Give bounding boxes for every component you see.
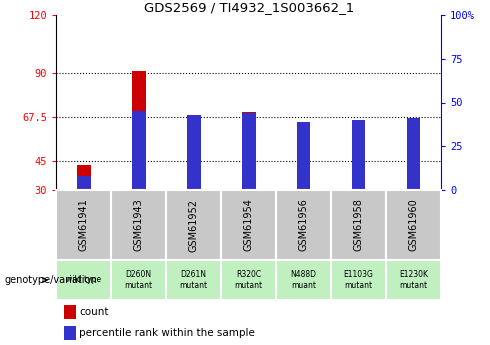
Text: GSM61954: GSM61954	[244, 199, 254, 252]
Bar	[276, 260, 331, 300]
Bar	[77, 165, 91, 190]
Bar	[407, 130, 420, 190]
Bar	[166, 190, 221, 260]
Bar	[111, 260, 166, 300]
Bar	[221, 260, 276, 300]
Text: GSM61943: GSM61943	[134, 199, 144, 252]
Text: percentile rank within the sample: percentile rank within the sample	[79, 328, 255, 338]
Bar	[297, 141, 311, 190]
Bar	[352, 128, 366, 190]
Text: E1230K
mutant: E1230K mutant	[399, 270, 428, 290]
Bar	[407, 118, 420, 190]
Bar	[386, 260, 441, 300]
Bar	[187, 126, 200, 190]
Text: GSM61956: GSM61956	[298, 199, 309, 252]
Text: R320C
mutant: R320C mutant	[235, 270, 263, 290]
Bar	[331, 260, 386, 300]
Bar	[187, 115, 200, 190]
Bar	[64, 326, 75, 339]
Bar	[132, 111, 146, 190]
Bar	[386, 190, 441, 260]
Text: N488D
muant: N488D muant	[291, 270, 317, 290]
Bar	[111, 190, 166, 260]
Text: genotype/variation: genotype/variation	[5, 275, 98, 285]
Text: D261N
mutant: D261N mutant	[180, 270, 208, 290]
Bar	[64, 305, 75, 319]
Bar	[242, 112, 256, 190]
Bar	[242, 113, 256, 190]
Text: D260N
mutant: D260N mutant	[125, 270, 153, 290]
Bar	[221, 190, 276, 260]
Text: E1103G
mutant: E1103G mutant	[343, 270, 373, 290]
Bar	[77, 176, 91, 190]
Title: GDS2569 / TI4932_1S003662_1: GDS2569 / TI4932_1S003662_1	[144, 1, 354, 14]
Text: GSM61958: GSM61958	[354, 199, 364, 252]
Bar	[56, 260, 111, 300]
Text: count: count	[79, 307, 109, 317]
Text: GSM61941: GSM61941	[79, 199, 89, 252]
Bar	[297, 122, 311, 190]
Text: wild type: wild type	[66, 276, 101, 285]
Text: GSM61960: GSM61960	[409, 199, 418, 252]
Bar	[56, 190, 111, 260]
Bar	[166, 260, 221, 300]
Bar	[276, 190, 331, 260]
Text: GSM61952: GSM61952	[189, 198, 199, 252]
Bar	[352, 120, 366, 190]
Bar	[331, 190, 386, 260]
Bar	[132, 71, 146, 190]
